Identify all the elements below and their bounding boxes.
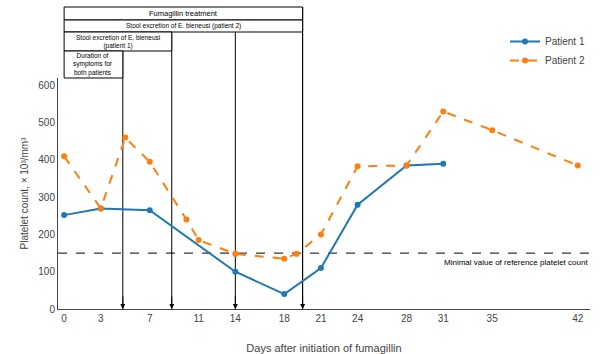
svg-text:Days after initiation of fumag: Days after initiation of fumagillin [246, 342, 401, 354]
svg-text:11: 11 [193, 313, 204, 324]
svg-text:100: 100 [38, 266, 55, 277]
svg-text:400: 400 [38, 154, 55, 165]
svg-text:600: 600 [38, 80, 55, 91]
svg-text:Platelet count, × 10³/mm³: Platelet count, × 10³/mm³ [19, 137, 30, 250]
svg-text:42: 42 [572, 313, 584, 324]
svg-text:3: 3 [98, 313, 104, 324]
svg-text:300: 300 [38, 192, 55, 203]
svg-text:24: 24 [352, 313, 364, 324]
svg-text:Minimal value of reference pla: Minimal value of reference platelet coun… [444, 258, 588, 267]
svg-text:14: 14 [230, 313, 242, 324]
svg-text:Stool excretion of E. bieneusi: Stool excretion of E. bieneusi(patient 1… [76, 34, 160, 50]
svg-text:Patient 1: Patient 1 [545, 36, 585, 47]
svg-text:31: 31 [438, 313, 450, 324]
svg-text:Fumagillin treatment: Fumagillin treatment [149, 9, 218, 18]
svg-text:35: 35 [487, 313, 499, 324]
svg-text:18: 18 [279, 313, 291, 324]
svg-text:Duration ofsymptoms forboth pa: Duration ofsymptoms forboth patients [73, 52, 113, 77]
svg-text:Stool excretion of E. bieneusi: Stool excretion of E. bieneusi (patient … [126, 22, 241, 30]
svg-text:7: 7 [147, 313, 153, 324]
svg-text:0: 0 [61, 313, 67, 324]
svg-text:28: 28 [401, 313, 413, 324]
svg-text:0: 0 [49, 304, 55, 315]
svg-text:500: 500 [38, 117, 55, 128]
svg-text:Patient 2: Patient 2 [545, 55, 585, 66]
svg-text:21: 21 [315, 313, 327, 324]
svg-text:200: 200 [38, 229, 55, 240]
